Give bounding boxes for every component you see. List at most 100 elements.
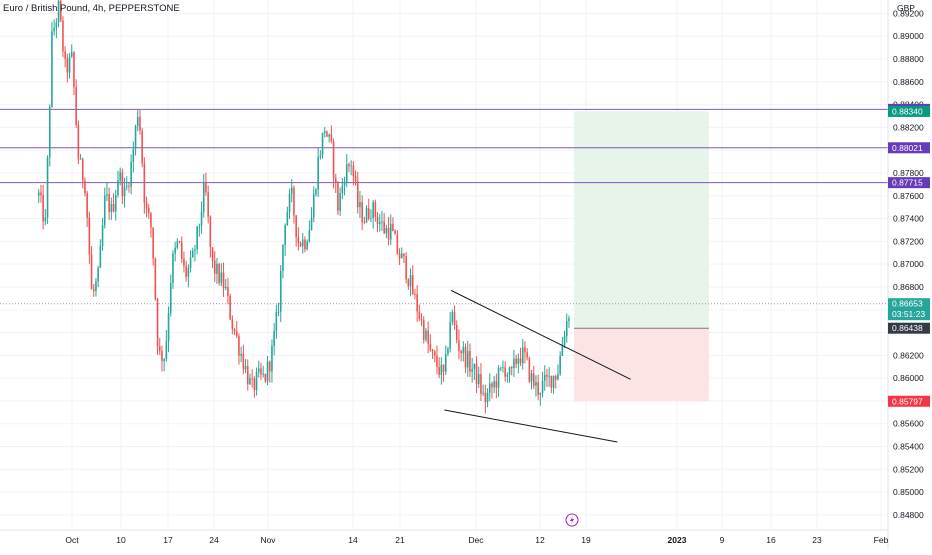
candle-body	[64, 51, 66, 59]
price-badge[interactable]	[888, 105, 930, 117]
candle-body	[519, 358, 522, 364]
candle-body	[229, 295, 231, 320]
candle-body	[328, 134, 330, 137]
candle-body	[139, 116, 141, 131]
candle-body	[275, 312, 278, 332]
candle-body	[198, 225, 201, 227]
price-badge-countdown: 03:51:23	[892, 309, 925, 319]
candle-body	[394, 231, 396, 235]
candle-body	[420, 318, 423, 320]
candle-body	[90, 254, 93, 290]
candle-body	[526, 352, 528, 358]
y-tick-label: 0.85200	[893, 464, 924, 474]
candle-body	[255, 372, 258, 391]
x-tick-label: 21	[395, 535, 405, 545]
candle-body	[218, 263, 220, 284]
candle-body	[260, 368, 262, 375]
candle-body	[40, 192, 42, 196]
price-badge-label: 0.86438	[892, 323, 923, 333]
candle-body	[123, 186, 126, 197]
price-badge[interactable]	[888, 395, 930, 407]
candle-body	[383, 221, 385, 234]
candle-body	[238, 336, 240, 356]
candle-body	[264, 373, 267, 382]
candle-body	[46, 157, 49, 218]
candle-body	[150, 213, 152, 228]
price-badge-label: 0.86653	[892, 299, 923, 309]
candle-body	[499, 367, 502, 369]
candle-body	[348, 164, 350, 167]
candle-body	[119, 172, 121, 181]
candle-body	[97, 267, 99, 282]
price-badge[interactable]	[888, 142, 930, 154]
candle-body	[106, 194, 108, 196]
candle-body	[431, 350, 434, 352]
candle-body	[77, 125, 80, 160]
candle-body	[464, 346, 467, 368]
candle-body	[101, 225, 104, 247]
candle-body	[330, 134, 333, 142]
candle-body	[513, 358, 515, 369]
candle-body	[550, 375, 553, 388]
candle-body	[334, 177, 337, 183]
candle-body	[462, 346, 465, 354]
candle-body	[387, 227, 390, 240]
candle-body	[524, 347, 526, 353]
x-tick-label: 16	[766, 535, 776, 545]
candle-body	[304, 239, 306, 250]
candle-body	[92, 289, 95, 292]
candle-body	[444, 354, 447, 372]
y-tick-label: 0.86800	[893, 282, 924, 292]
candle-body	[359, 202, 361, 208]
candle-body	[128, 185, 130, 187]
candle-body	[352, 165, 355, 176]
candle-body	[233, 328, 236, 332]
candle-body	[132, 148, 135, 163]
candle-body	[473, 363, 476, 370]
candle-body	[48, 106, 51, 158]
candle-body	[517, 358, 520, 364]
candle-body	[460, 351, 462, 354]
candle-body	[504, 367, 506, 377]
candle-body	[427, 330, 429, 344]
candle-body	[506, 374, 509, 377]
candle-body	[422, 319, 425, 340]
candle-body	[345, 164, 348, 184]
candle-body	[339, 193, 341, 211]
candle-body	[211, 247, 214, 261]
candle-body	[70, 52, 73, 57]
candle-body	[167, 313, 170, 342]
candle-body	[141, 130, 143, 164]
candle-body	[440, 364, 443, 375]
candle-body	[374, 202, 377, 217]
candle-body	[565, 321, 568, 337]
candle-body	[310, 217, 313, 231]
candle-body	[497, 367, 500, 388]
trendline-2[interactable]	[444, 409, 618, 443]
candle-body	[156, 299, 159, 347]
candle-body	[282, 244, 284, 271]
candle-body	[84, 180, 86, 194]
y-tick-label: 0.85600	[893, 419, 924, 429]
candle-body	[288, 193, 291, 212]
y-tick-label: 0.87400	[893, 214, 924, 224]
candle-body	[196, 226, 198, 250]
candle-body	[81, 158, 84, 181]
candle-body	[240, 353, 242, 356]
trendline-1[interactable]	[450, 289, 631, 380]
x-tick-label: 10	[116, 535, 126, 545]
candle-body	[341, 185, 344, 194]
candle-body	[194, 249, 196, 251]
candle-body	[108, 194, 110, 213]
candle-body	[147, 207, 150, 214]
price-badge[interactable]	[888, 298, 930, 321]
candle-body	[207, 192, 209, 217]
price-badge[interactable]	[888, 322, 930, 334]
x-tick-label: Nov	[260, 535, 276, 545]
candle-body	[79, 158, 82, 160]
candle-body	[528, 357, 531, 382]
candle-body	[279, 270, 282, 312]
price-badge[interactable]	[888, 177, 930, 189]
